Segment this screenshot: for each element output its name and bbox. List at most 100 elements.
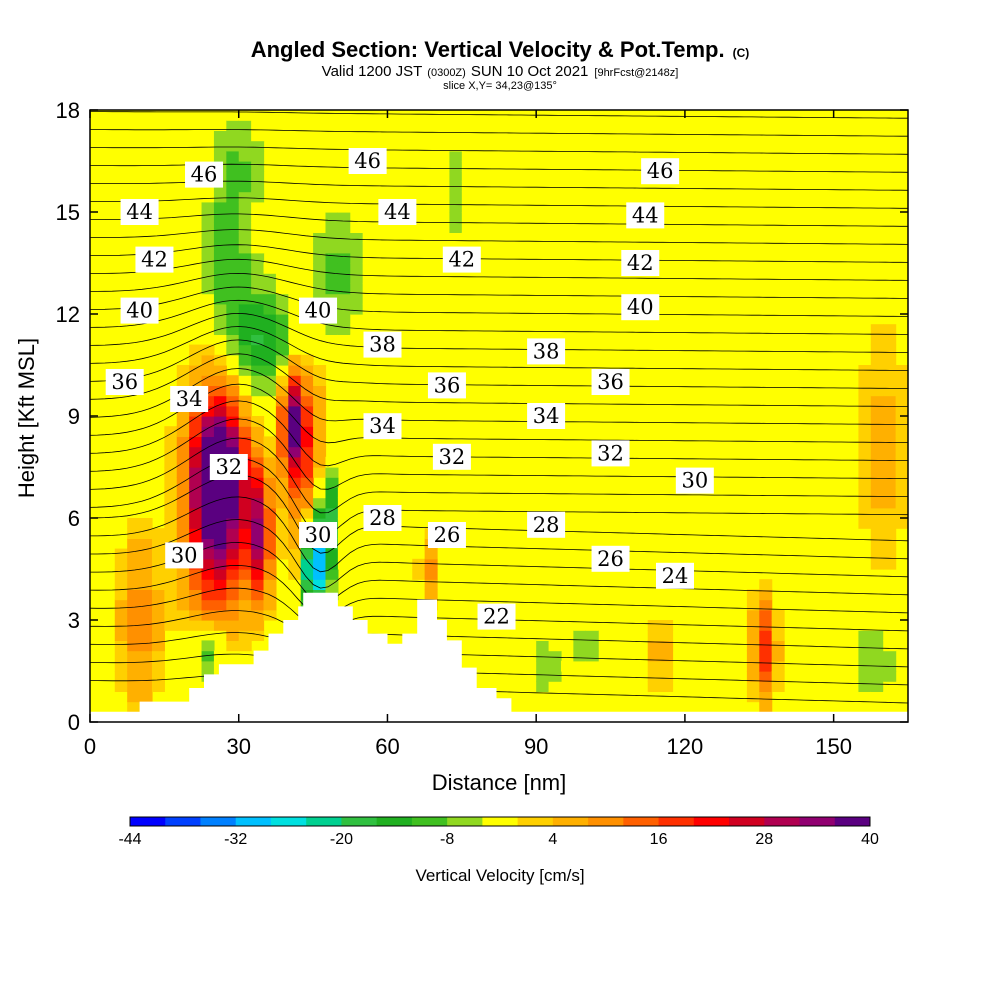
velocity-cell <box>288 354 302 366</box>
velocity-cell <box>337 293 351 305</box>
velocity-cell <box>213 232 227 244</box>
velocity-cell <box>251 416 265 427</box>
velocity-cell <box>226 110 240 121</box>
velocity-cell <box>226 538 240 550</box>
velocity-cell <box>313 446 327 458</box>
velocity-cell <box>251 436 265 448</box>
velocity-cell <box>300 283 314 295</box>
velocity-cell <box>461 201 475 213</box>
velocity-cell <box>647 630 661 641</box>
velocity-cell <box>176 375 190 386</box>
velocity-cell <box>226 293 240 305</box>
velocity-cell <box>176 467 190 478</box>
velocity-cell <box>288 518 302 529</box>
velocity-cell <box>201 303 215 315</box>
velocity-cell <box>288 365 302 376</box>
velocity-cell <box>201 232 215 244</box>
velocity-cell <box>201 528 215 539</box>
velocity-cell <box>858 456 872 468</box>
contour-label-text: 42 <box>448 248 475 272</box>
y-tick-label: 18 <box>56 98 80 123</box>
velocity-cell <box>313 232 327 244</box>
velocity-cell <box>201 589 215 601</box>
velocity-cell <box>300 232 314 244</box>
contour-label-text: 42 <box>627 251 654 275</box>
contour-label-box <box>477 603 516 630</box>
isentrope-line <box>90 229 908 245</box>
colorbar-swatch <box>341 817 378 826</box>
velocity-cell <box>176 528 190 539</box>
velocity-cell <box>573 620 587 631</box>
velocity-cell <box>362 232 376 244</box>
velocity-cell <box>226 630 240 641</box>
velocity-cell <box>461 171 475 182</box>
velocity-cell <box>251 599 265 611</box>
contour-label: 44 <box>626 202 665 229</box>
velocity-cell <box>251 507 265 519</box>
contour-label: 46 <box>348 148 387 174</box>
velocity-cell <box>251 538 265 550</box>
velocity-cell <box>350 303 364 315</box>
colorbar-swatch <box>482 817 519 826</box>
velocity-cell <box>213 303 227 315</box>
velocity-cell <box>127 599 141 611</box>
velocity-cell <box>337 263 351 274</box>
contour-label: 28 <box>527 511 566 538</box>
velocity-cell <box>189 528 203 539</box>
velocity-cell <box>238 538 252 550</box>
colorbar-tick-label: 28 <box>755 831 773 848</box>
velocity-cell <box>201 140 215 152</box>
contour-label-box <box>591 369 630 395</box>
velocity-cell <box>213 579 227 590</box>
colorbar-ticks: -44 -32 -20 -8 4 16 28 40 <box>118 831 879 848</box>
velocity-cell <box>746 681 760 692</box>
contour-label: 44 <box>378 199 417 225</box>
velocity-cell <box>238 314 252 325</box>
isentrope-line <box>90 94 908 101</box>
velocity-cell <box>771 620 785 631</box>
y-tick-label: 6 <box>68 506 80 531</box>
velocity-cell <box>300 263 314 274</box>
contour-label-box <box>432 443 471 470</box>
velocity-cell <box>325 252 339 264</box>
velocity-cell <box>300 252 314 264</box>
velocity-cell <box>536 660 550 672</box>
velocity-cell <box>300 477 314 488</box>
velocity-cell <box>362 263 376 274</box>
velocity-cell <box>213 385 227 397</box>
velocity-cell <box>263 395 277 407</box>
velocity-cell <box>201 497 215 509</box>
velocity-cell <box>523 660 537 672</box>
velocity-cell <box>238 487 252 499</box>
velocity-cell <box>201 252 215 264</box>
velocity-cell <box>263 467 277 478</box>
isentrope-line <box>90 146 908 155</box>
velocity-cell <box>313 263 327 274</box>
velocity-cell <box>759 671 773 682</box>
velocity-cell <box>213 140 227 152</box>
velocity-cell <box>585 650 599 662</box>
x-tick-label: 60 <box>375 734 399 759</box>
contour-label-text: 32 <box>439 445 466 469</box>
velocity-cell <box>275 456 289 468</box>
velocity-cell <box>213 263 227 274</box>
velocity-cell <box>870 558 884 570</box>
velocity-cell <box>189 375 203 386</box>
velocity-cell <box>424 579 438 590</box>
velocity-cell <box>771 681 785 692</box>
velocity-cell <box>238 242 252 254</box>
contour-label-text: 44 <box>632 203 659 227</box>
velocity-cell <box>523 650 537 662</box>
velocity-cell <box>313 273 327 284</box>
colorbar-swatch <box>517 817 554 826</box>
velocity-cell <box>263 283 277 295</box>
contour-label: 32 <box>591 440 630 467</box>
velocity-cell <box>213 477 227 488</box>
velocity-cell <box>288 395 302 407</box>
velocity-cell <box>238 507 252 519</box>
velocity-cell <box>895 375 908 386</box>
velocity-cell <box>449 212 463 223</box>
velocity-cell <box>263 354 277 366</box>
velocity-cell <box>251 212 265 223</box>
